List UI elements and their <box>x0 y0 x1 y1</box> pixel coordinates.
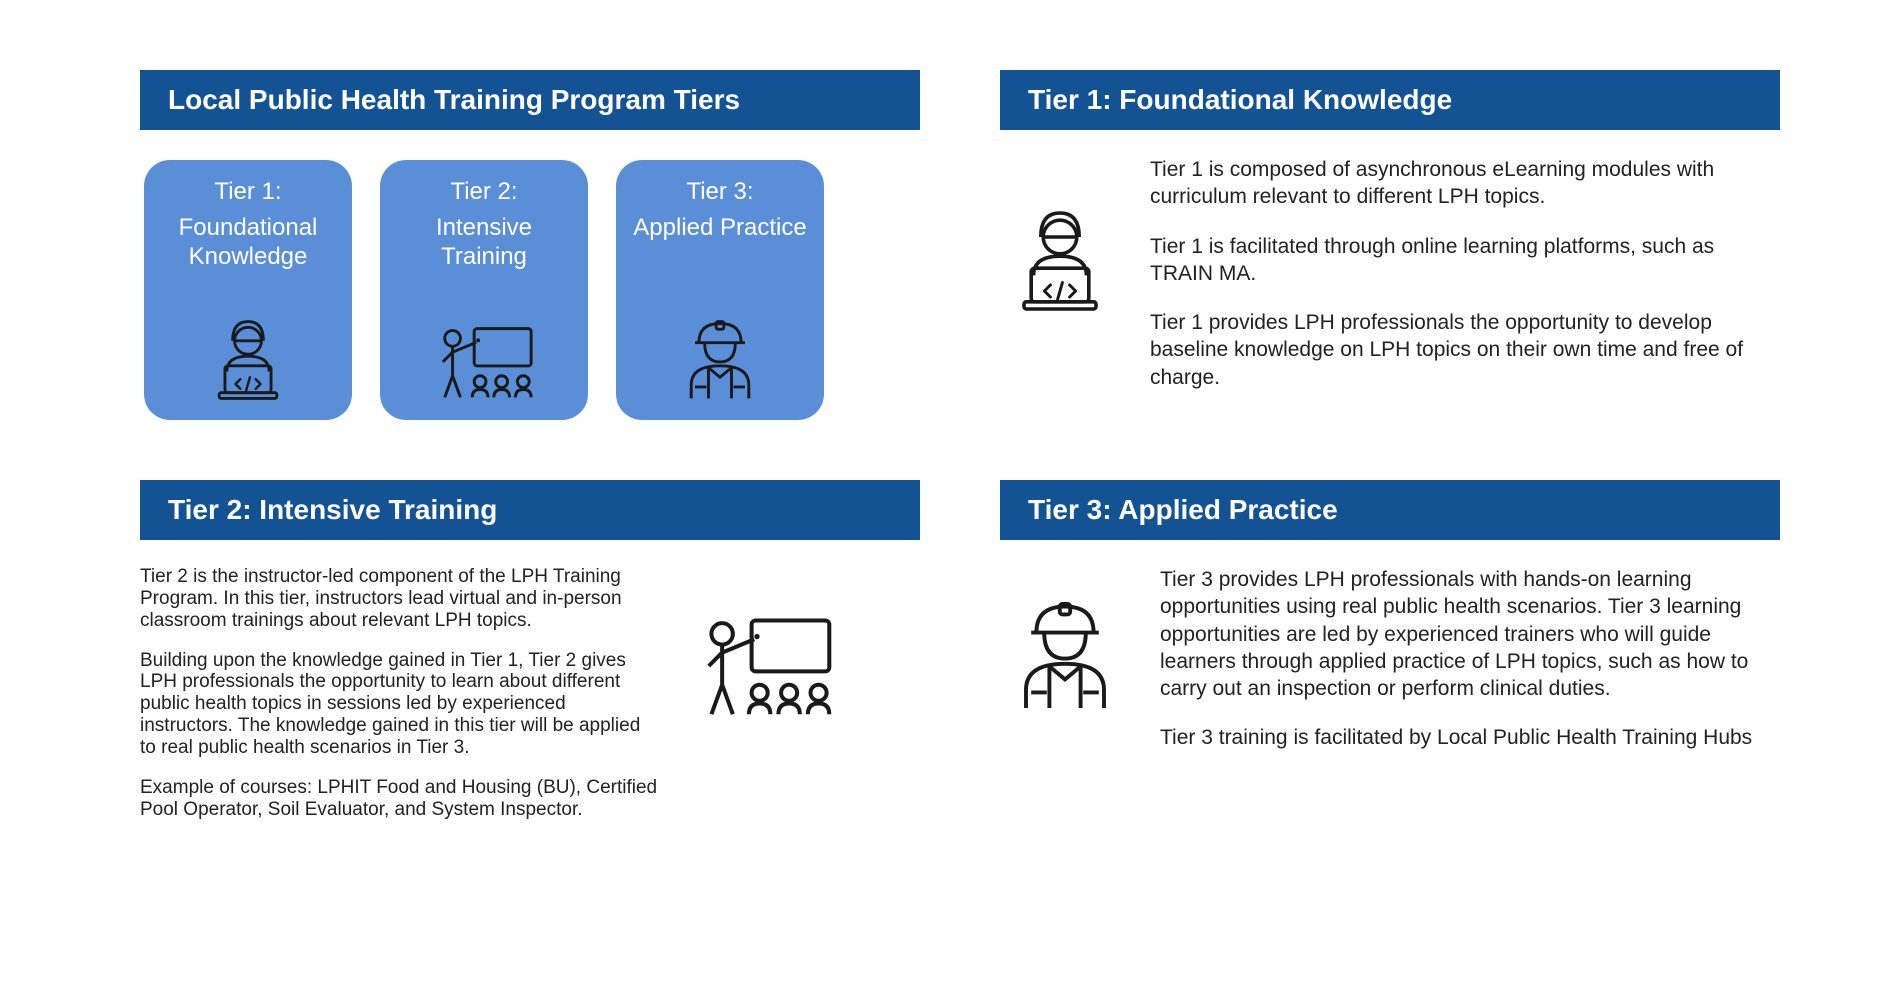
tier-card-1-line2: Foundational Knowledge <box>158 214 338 272</box>
instructor-icon <box>429 318 539 406</box>
quad-bottom-right: Tier 3: Applied Practice Tier 3 provides… <box>1000 480 1780 838</box>
elearning-icon <box>1000 156 1120 326</box>
page-grid: Local Public Health Training Program Tie… <box>0 0 1900 878</box>
tier-cards-row: Tier 1: Foundational Knowledge Tier 2: I… <box>140 160 920 420</box>
heading-program-tiers: Local Public Health Training Program Tie… <box>140 70 920 130</box>
elearning-icon <box>200 314 296 406</box>
tier2-para-1: Tier 2 is the instructor-led component o… <box>140 566 660 632</box>
tier-card-2-line2: Intensive Training <box>394 214 574 272</box>
heading-tier3: Tier 3: Applied Practice <box>1000 480 1780 540</box>
field-worker-icon <box>1000 566 1130 726</box>
tier3-text: Tier 3 provides LPH professionals with h… <box>1160 566 1780 774</box>
tier1-para-3: Tier 1 provides LPH professionals the op… <box>1150 309 1780 391</box>
instructor-icon <box>690 566 840 726</box>
heading-tier1: Tier 1: Foundational Knowledge <box>1000 70 1780 130</box>
tier-card-1-line1: Tier 1: <box>214 178 281 206</box>
tier3-para-2: Tier 3 training is facilitated by Local … <box>1160 724 1780 751</box>
heading-tier2: Tier 2: Intensive Training <box>140 480 920 540</box>
tier-card-2-line1: Tier 2: <box>450 178 517 206</box>
tier1-para-1: Tier 1 is composed of asynchronous eLear… <box>1150 156 1780 211</box>
tier1-text: Tier 1 is composed of asynchronous eLear… <box>1150 156 1780 413</box>
quad-top-right: Tier 1: Foundational Knowledge Tier 1 is… <box>1000 70 1780 420</box>
field-worker-icon <box>672 314 768 406</box>
tier2-para-2: Building upon the knowledge gained in Ti… <box>140 650 660 759</box>
tier1-content: Tier 1 is composed of asynchronous eLear… <box>1000 156 1780 413</box>
quad-top-left: Local Public Health Training Program Tie… <box>140 70 920 420</box>
tier-card-3-line1: Tier 3: <box>686 178 753 206</box>
quad-bottom-left: Tier 2: Intensive Training Tier 2 is the… <box>140 480 920 838</box>
tier3-para-1: Tier 3 provides LPH professionals with h… <box>1160 566 1780 702</box>
tier-card-2: Tier 2: Intensive Training <box>380 160 588 420</box>
tier3-content: Tier 3 provides LPH professionals with h… <box>1000 566 1780 774</box>
tier-card-1: Tier 1: Foundational Knowledge <box>144 160 352 420</box>
tier2-text: Tier 2 is the instructor-led component o… <box>140 566 660 838</box>
tier-card-3: Tier 3: Applied Practice <box>616 160 824 420</box>
tier-card-3-line2: Applied Practice <box>633 214 806 243</box>
tier1-para-2: Tier 1 is facilitated through online lea… <box>1150 233 1780 288</box>
tier2-content: Tier 2 is the instructor-led component o… <box>140 566 920 838</box>
tier2-para-3: Example of courses: LPHIT Food and Housi… <box>140 777 660 821</box>
